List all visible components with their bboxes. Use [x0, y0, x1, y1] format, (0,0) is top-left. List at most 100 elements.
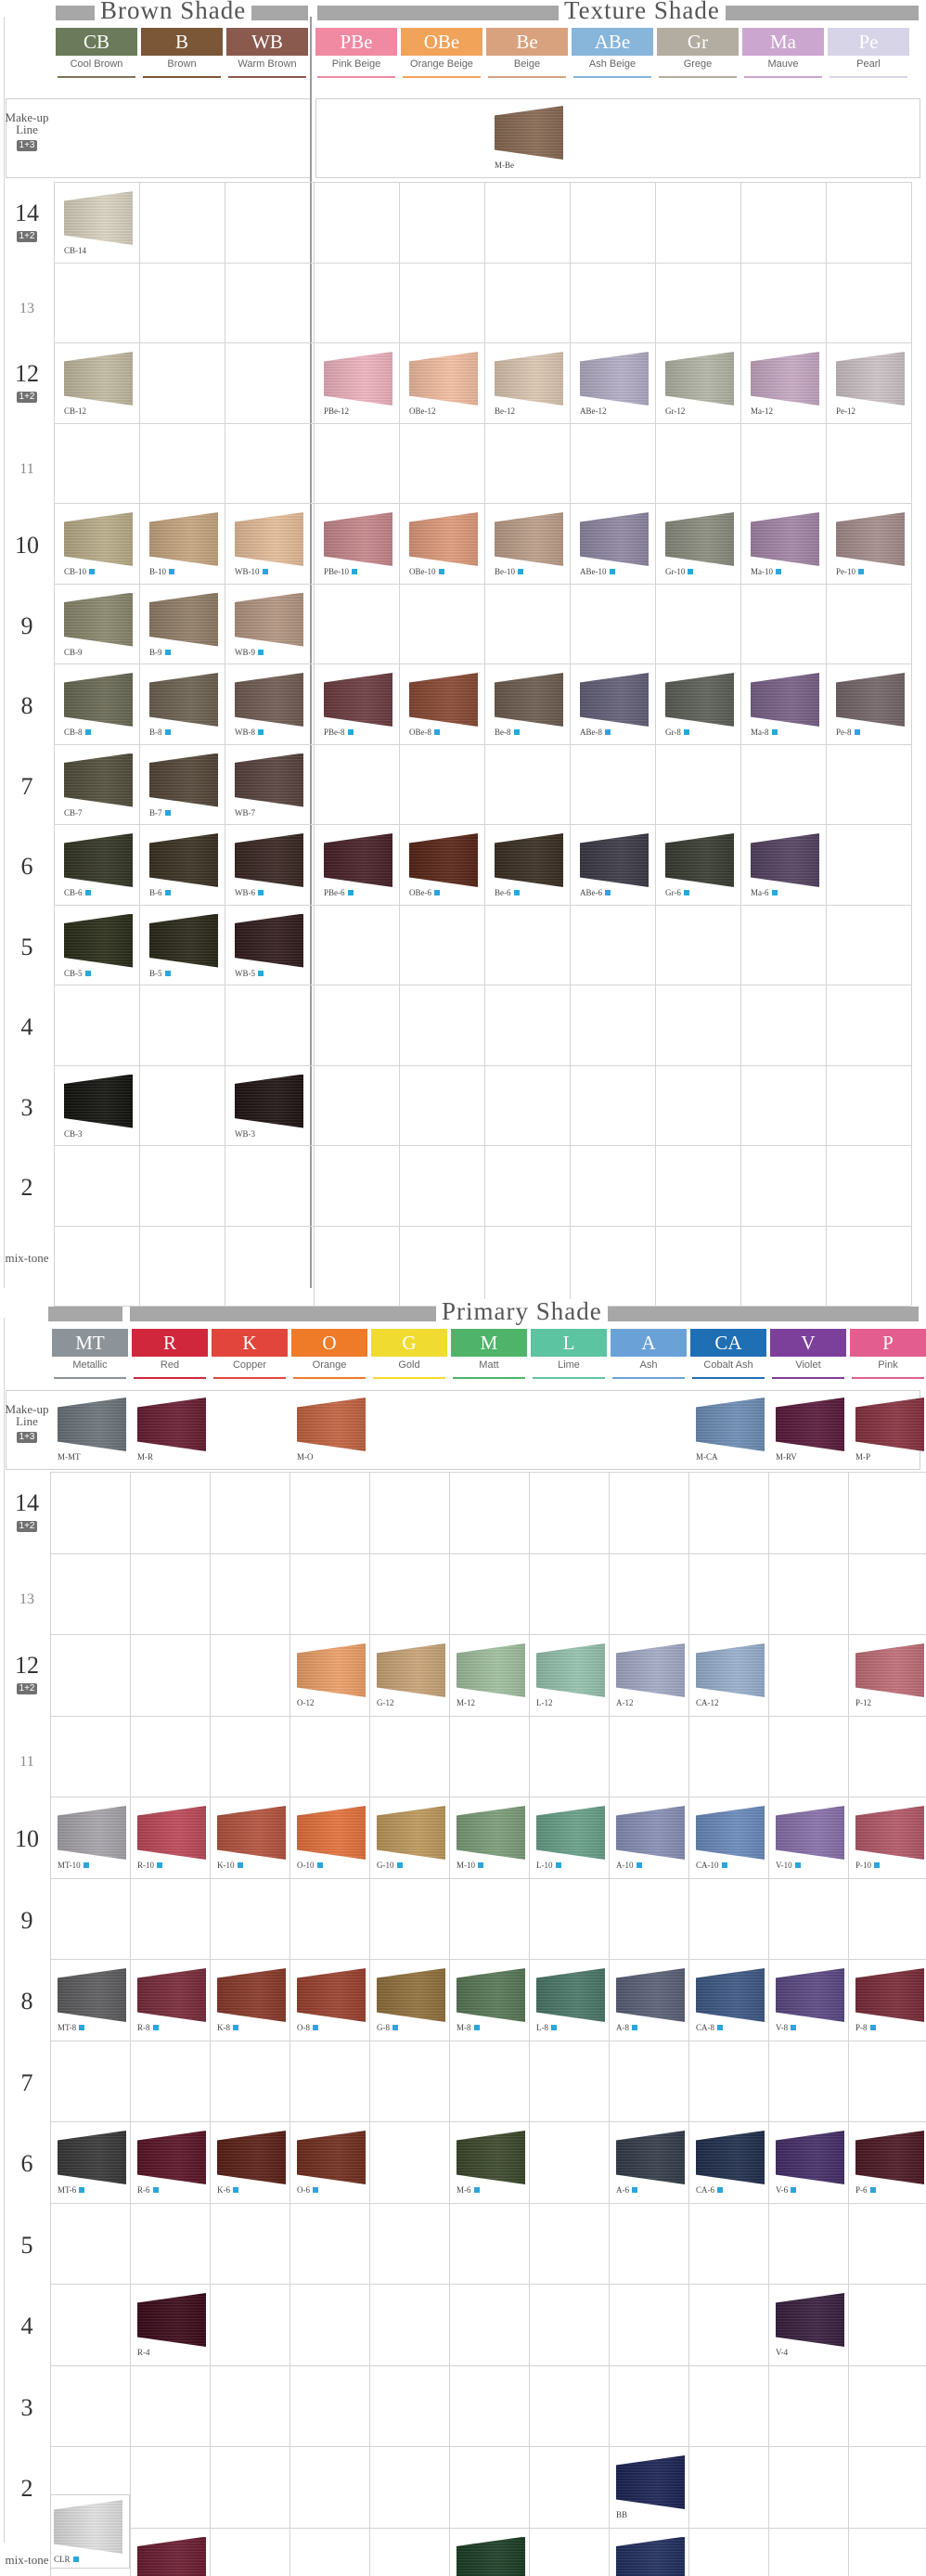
color-swatch-ca-8[interactable]: CA-8 [692, 1964, 766, 2035]
color-swatch-l-12[interactable]: L-12 [533, 1640, 607, 1710]
color-swatch-mt-10[interactable]: MT-10 [54, 1802, 128, 1873]
color-swatch-mt-6[interactable]: MT-6 [54, 2127, 128, 2197]
color-swatch-mt-8[interactable]: MT-8 [54, 1964, 128, 2035]
color-swatch-be-6[interactable]: Be-6 [491, 830, 565, 900]
color-swatch-m-8[interactable]: M-8 [453, 1964, 527, 2035]
color-swatch-cb-5[interactable]: CB-5 [60, 910, 135, 981]
color-swatch-o-10[interactable]: O-10 [293, 1802, 367, 1873]
color-swatch-m-ca[interactable]: M-CA [692, 1394, 766, 1464]
color-swatch-pe-10[interactable]: Pe-10 [832, 509, 907, 579]
color-swatch-m-6[interactable]: M-6 [453, 2127, 527, 2197]
color-swatch-m-p[interactable]: M-P [852, 1394, 926, 1464]
color-swatch-clr[interactable]: CLR [50, 2496, 124, 2567]
color-swatch-abe-12[interactable]: ABe-12 [576, 348, 650, 419]
color-swatch-gr-10[interactable]: Gr-10 [662, 509, 736, 579]
color-swatch-v-8[interactable]: V-8 [772, 1964, 846, 2035]
color-swatch-cb-7[interactable]: CB-7 [60, 750, 135, 820]
color-swatch-ma-6[interactable]: Ma-6 [747, 830, 821, 900]
color-swatch-r-8[interactable]: R-8 [134, 1964, 208, 2035]
color-swatch-b-5[interactable]: B-5 [146, 910, 220, 981]
color-swatch-p-8[interactable]: P-8 [852, 1964, 926, 2035]
color-swatch-g-12[interactable]: G-12 [373, 1640, 447, 1710]
color-swatch-cb-6[interactable]: CB-6 [60, 830, 135, 900]
color-swatch-v-10[interactable]: V-10 [772, 1802, 846, 1873]
color-swatch-v-6[interactable]: V-6 [772, 2127, 846, 2197]
color-swatch-wb-6[interactable]: WB-6 [231, 830, 305, 900]
color-swatch-a-8[interactable]: A-8 [612, 1964, 687, 2035]
color-swatch-o-12[interactable]: O-12 [293, 1640, 367, 1710]
color-swatch-wb-10[interactable]: WB-10 [231, 509, 305, 579]
color-swatch-m-o[interactable]: M-O [293, 1394, 367, 1464]
color-swatch-m-r[interactable]: M-R [134, 1394, 208, 1464]
color-swatch-r-4[interactable]: R-4 [134, 2289, 208, 2360]
color-swatch-k-6[interactable]: K-6 [213, 2127, 288, 2197]
color-swatch-m-mix[interactable]: M-mix [453, 2533, 527, 2576]
color-swatch-cb-10[interactable]: CB-10 [60, 509, 135, 579]
color-swatch-ma-8[interactable]: Ma-8 [747, 669, 821, 740]
color-swatch-be-12[interactable]: Be-12 [491, 348, 565, 419]
color-swatch-l-8[interactable]: L-8 [533, 1964, 607, 2035]
color-swatch-cb-9[interactable]: CB-9 [60, 589, 135, 660]
color-swatch-ca-12[interactable]: CA-12 [692, 1640, 766, 1710]
color-swatch-obe-10[interactable]: OBe-10 [405, 509, 480, 579]
color-swatch-m-rv[interactable]: M-RV [772, 1394, 846, 1464]
color-swatch-pe-12[interactable]: Pe-12 [832, 348, 907, 419]
color-swatch-pbe-6[interactable]: PBe-6 [320, 830, 394, 900]
color-swatch-gr-8[interactable]: Gr-8 [662, 669, 736, 740]
color-swatch-obe-12[interactable]: OBe-12 [405, 348, 480, 419]
color-swatch-m-12[interactable]: M-12 [453, 1640, 527, 1710]
color-swatch-p-10[interactable]: P-10 [852, 1802, 926, 1873]
color-swatch-a-6[interactable]: A-6 [612, 2127, 687, 2197]
color-swatch-r-10[interactable]: R-10 [134, 1802, 208, 1873]
color-swatch-b-9[interactable]: B-9 [146, 589, 220, 660]
color-swatch-wb-3[interactable]: WB-3 [231, 1071, 305, 1141]
color-swatch-abe-6[interactable]: ABe-6 [576, 830, 650, 900]
color-swatch-ca-10[interactable]: CA-10 [692, 1802, 766, 1873]
color-swatch-ma-12[interactable]: Ma-12 [747, 348, 821, 419]
color-swatch-gr-6[interactable]: Gr-6 [662, 830, 736, 900]
color-swatch-a-mix[interactable]: A-mix [612, 2533, 687, 2576]
color-swatch-m-10[interactable]: M-10 [453, 1802, 527, 1873]
color-swatch-wb-5[interactable]: WB-5 [231, 910, 305, 981]
color-swatch-m-mt[interactable]: M-MT [54, 1394, 128, 1464]
color-swatch-be-10[interactable]: Be-10 [491, 509, 565, 579]
color-swatch-a-10[interactable]: A-10 [612, 1802, 687, 1873]
color-swatch-gr-12[interactable]: Gr-12 [662, 348, 736, 419]
color-swatch-b-7[interactable]: B-7 [146, 750, 220, 820]
color-swatch-obe-6[interactable]: OBe-6 [405, 830, 480, 900]
color-swatch-pbe-12[interactable]: PBe-12 [320, 348, 394, 419]
color-swatch-cb-14[interactable]: CB-14 [60, 187, 135, 258]
color-swatch-wb-8[interactable]: WB-8 [231, 669, 305, 740]
color-swatch-b-6[interactable]: B-6 [146, 830, 220, 900]
color-swatch-r-6[interactable]: R-6 [134, 2127, 208, 2197]
color-swatch-cb-12[interactable]: CB-12 [60, 348, 135, 419]
color-swatch-cb-8[interactable]: CB-8 [60, 669, 135, 740]
color-swatch-be-8[interactable]: Be-8 [491, 669, 565, 740]
color-swatch-pbe-8[interactable]: PBe-8 [320, 669, 394, 740]
color-swatch-m-be[interactable]: M-Be [491, 102, 565, 173]
color-swatch-g-10[interactable]: G-10 [373, 1802, 447, 1873]
color-swatch-k-10[interactable]: K-10 [213, 1802, 288, 1873]
color-swatch-ma-10[interactable]: Ma-10 [747, 509, 821, 579]
color-swatch-l-10[interactable]: L-10 [533, 1802, 607, 1873]
color-swatch-pe-8[interactable]: Pe-8 [832, 669, 907, 740]
color-swatch-abe-10[interactable]: ABe-10 [576, 509, 650, 579]
color-swatch-wb-9[interactable]: WB-9 [231, 589, 305, 660]
color-swatch-p-6[interactable]: P-6 [852, 2127, 926, 2197]
color-swatch-abe-8[interactable]: ABe-8 [576, 669, 650, 740]
color-swatch-g-8[interactable]: G-8 [373, 1964, 447, 2035]
color-swatch-bb[interactable]: BB [612, 2452, 687, 2522]
color-swatch-pbe-10[interactable]: PBe-10 [320, 509, 394, 579]
color-swatch-ca-6[interactable]: CA-6 [692, 2127, 766, 2197]
color-swatch-o-8[interactable]: O-8 [293, 1964, 367, 2035]
color-swatch-v-4[interactable]: V-4 [772, 2289, 846, 2360]
color-swatch-a-12[interactable]: A-12 [612, 1640, 687, 1710]
color-swatch-cb-3[interactable]: CB-3 [60, 1071, 135, 1141]
color-swatch-b-10[interactable]: B-10 [146, 509, 220, 579]
color-swatch-b-8[interactable]: B-8 [146, 669, 220, 740]
color-swatch-r-mix[interactable]: R-mix [134, 2533, 208, 2576]
color-swatch-p-12[interactable]: P-12 [852, 1640, 926, 1710]
color-swatch-obe-8[interactable]: OBe-8 [405, 669, 480, 740]
color-swatch-k-8[interactable]: K-8 [213, 1964, 288, 2035]
color-swatch-o-6[interactable]: O-6 [293, 2127, 367, 2197]
